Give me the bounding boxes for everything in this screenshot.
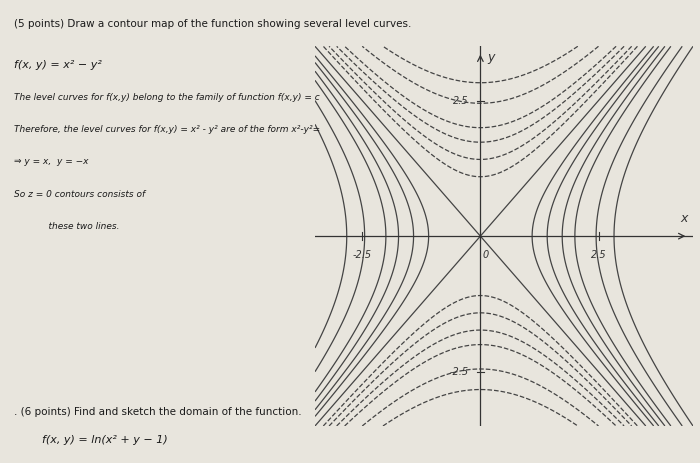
- Text: these two lines.: these two lines.: [14, 222, 120, 231]
- Text: Therefore, the level curves for f(x,y) = x² - y² are of the form x²-y²=: Therefore, the level curves for f(x,y) =…: [14, 125, 320, 134]
- Text: . (6 points) Find and sketch the domain of the function.: . (6 points) Find and sketch the domain …: [14, 407, 302, 418]
- Text: x: x: [680, 212, 687, 225]
- Text: -2.5: -2.5: [353, 250, 372, 260]
- Text: 0: 0: [483, 250, 489, 260]
- Text: The level curves for f(x,y) belong to the family of function f(x,y) = c: The level curves for f(x,y) belong to th…: [14, 93, 320, 101]
- Text: -2.5: -2.5: [449, 367, 468, 377]
- Text: (5 points) Draw a contour map of the function showing several level curves.: (5 points) Draw a contour map of the fun…: [14, 19, 412, 29]
- Text: 2.5: 2.5: [591, 250, 606, 260]
- Text: f(x, y) = x² − y²: f(x, y) = x² − y²: [14, 60, 102, 70]
- Text: f(x, y) = ln(x² + y − 1): f(x, y) = ln(x² + y − 1): [42, 435, 168, 445]
- Text: So z = 0 contours consists of: So z = 0 contours consists of: [14, 190, 145, 199]
- Text: y: y: [487, 50, 495, 63]
- Text: 2.5: 2.5: [453, 95, 468, 106]
- Text: ⇒ y = x,  y = −x: ⇒ y = x, y = −x: [14, 157, 88, 166]
